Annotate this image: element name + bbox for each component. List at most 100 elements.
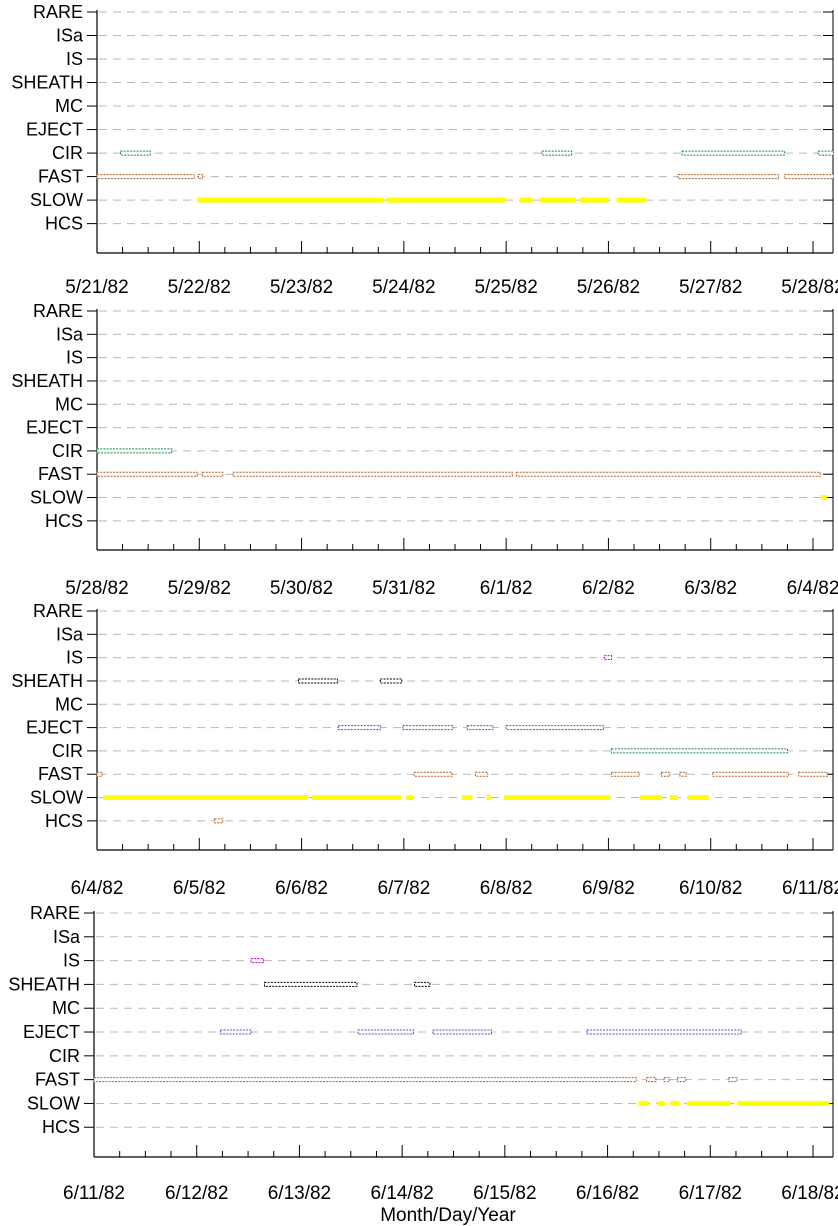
fast-interval-mark (646, 1077, 657, 1083)
x-tick-label: 6/7/82 (377, 878, 430, 899)
category-label: FAST (38, 764, 83, 784)
slow-interval-mark (686, 1100, 731, 1106)
category-label: CIR (49, 1046, 80, 1066)
fast-interval-mark (515, 471, 821, 477)
slow-interval-mark (386, 197, 507, 203)
fast-interval-mark (798, 771, 828, 777)
x-tick-label: 6/6/82 (275, 878, 328, 899)
x-tick-label: 6/15/82 (473, 1183, 536, 1204)
category-label: HCS (45, 511, 83, 531)
category-label: IS (66, 348, 83, 368)
fast-interval-mark (676, 1077, 687, 1083)
x-tick-label: 6/16/82 (576, 1183, 639, 1204)
fast-interval-mark (96, 174, 195, 180)
category-label: ISa (56, 26, 84, 46)
x-tick-label: 6/3/82 (684, 578, 737, 599)
x-tick-label: 6/8/82 (480, 878, 533, 899)
slow-interval-mark (486, 795, 491, 801)
category-label: SLOW (30, 190, 83, 210)
x-tick-label: 5/22/82 (168, 277, 231, 298)
eject-interval-mark (586, 1029, 742, 1035)
category-label: MC (52, 998, 80, 1018)
slow-interval-mark (539, 197, 576, 203)
fast-interval-mark (232, 471, 513, 477)
x-tick-label: 5/23/82 (270, 277, 333, 298)
slow-interval-mark (504, 795, 610, 801)
x-tick-label: 6/4/82 (787, 578, 838, 599)
slow-interval-mark (670, 1100, 680, 1106)
is-interval-mark (250, 958, 264, 964)
hcs-interval-mark (214, 818, 224, 824)
fast-interval-mark (661, 771, 671, 777)
category-label: CIR (52, 143, 83, 163)
x-tick-label: 6/11/82 (63, 1183, 125, 1204)
category-label: SHEATH (11, 671, 83, 691)
x-tick-label: 5/26/82 (577, 277, 640, 298)
category-label: HCS (45, 214, 83, 234)
is-interval-mark (603, 655, 612, 661)
category-label: RARE (33, 601, 83, 621)
eject-interval-mark (466, 725, 494, 731)
x-tick-label: 5/29/82 (168, 578, 231, 599)
fast-interval-mark (783, 174, 834, 180)
category-label: RARE (33, 301, 83, 321)
fast-interval-mark (663, 1077, 670, 1083)
fast-interval-mark (679, 771, 687, 777)
category-label: CIR (52, 441, 83, 461)
cir-interval-mark (120, 150, 151, 156)
category-label: MC (55, 96, 83, 116)
category-label: ISa (53, 927, 81, 947)
category-label: EJECT (26, 718, 83, 738)
x-tick-label: 6/14/82 (370, 1183, 433, 1204)
x-tick-label: 6/4/82 (71, 878, 124, 899)
slow-interval-mark (311, 795, 401, 801)
slow-interval-mark (640, 795, 662, 801)
category-label: FAST (38, 167, 83, 187)
chart-panel-3: RARE ISa IS SHEATH MC EJECT CIR FAST SLOW HCS 6/4/… (11, 601, 838, 899)
x-tick-label: 5/27/82 (679, 277, 742, 298)
category-label: EJECT (23, 1022, 80, 1042)
slow-interval-mark (738, 1100, 830, 1106)
x-tick-label: 5/25/82 (474, 277, 537, 298)
category-label: RARE (33, 2, 83, 22)
slow-interval-mark (103, 795, 308, 801)
category-label: ISa (56, 624, 84, 644)
category-label: FAST (35, 1070, 80, 1090)
category-label: ISa (56, 324, 84, 344)
eject-interval-mark (402, 725, 454, 731)
category-label: MC (55, 694, 83, 714)
category-label: SHEATH (8, 974, 80, 994)
fast-interval-mark (93, 1077, 637, 1083)
x-tick-label: 5/21/82 (65, 277, 128, 298)
category-label: IS (66, 49, 83, 69)
category-label: CIR (52, 741, 83, 761)
category-label: EJECT (26, 120, 83, 140)
fast-interval-mark (677, 174, 779, 180)
slow-interval-mark (462, 795, 473, 801)
category-label: EJECT (26, 418, 83, 438)
fast-interval-mark (96, 771, 103, 777)
slow-interval-mark (638, 1100, 649, 1106)
category-label: RARE (30, 903, 80, 923)
cir-interval-mark (817, 150, 834, 156)
x-tick-label: 6/18/82 (781, 1183, 838, 1204)
x-tick-label: 6/5/82 (173, 878, 226, 899)
fast-interval-mark (197, 174, 203, 180)
fast-interval-mark (201, 471, 224, 477)
cir-interval-mark (541, 150, 573, 156)
sheath-interval-mark (379, 678, 403, 684)
cir-interval-mark (96, 448, 173, 454)
category-label: SLOW (30, 488, 83, 508)
slow-interval-mark (519, 197, 533, 203)
x-tick-label: 5/31/82 (372, 578, 435, 599)
category-label: SHEATH (11, 371, 83, 391)
eject-interval-mark (219, 1029, 252, 1035)
category-label: IS (66, 648, 83, 668)
x-tick-label: 5/30/82 (270, 578, 333, 599)
x-tick-label: 6/12/82 (165, 1183, 228, 1204)
sheath-interval-mark (413, 981, 431, 987)
x-tick-label: 5/28/82 (65, 578, 128, 599)
fast-interval-mark (474, 771, 489, 777)
eject-interval-mark (337, 725, 381, 731)
category-label: SLOW (27, 1093, 80, 1113)
